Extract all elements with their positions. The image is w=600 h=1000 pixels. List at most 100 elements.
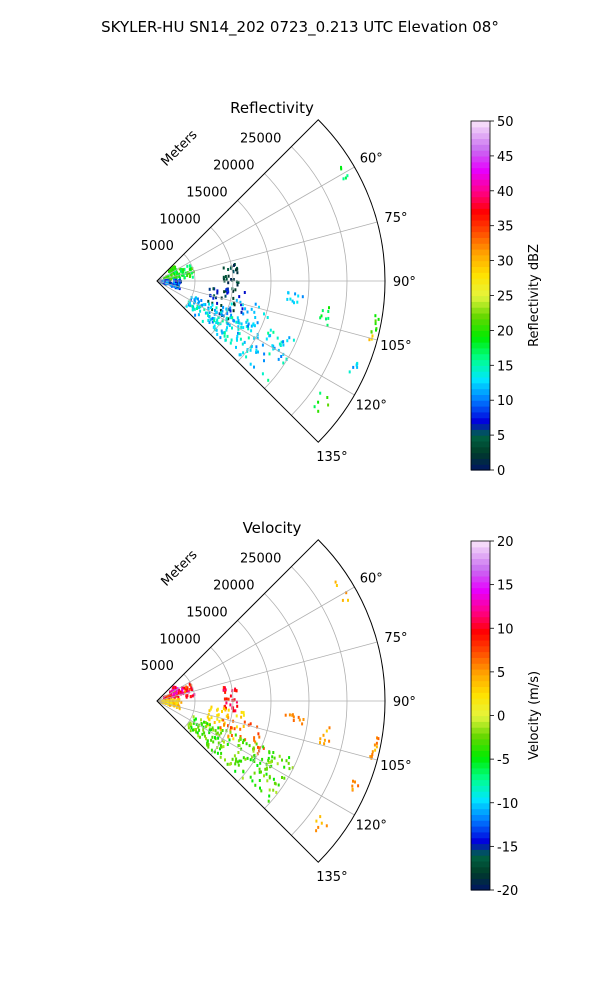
data-point [178, 278, 181, 282]
data-point [262, 745, 265, 749]
colorbar-segment [471, 727, 490, 734]
colorbar-segment [471, 831, 490, 839]
data-point [201, 303, 204, 307]
data-point [178, 267, 181, 271]
data-point [269, 334, 272, 338]
data-point [199, 309, 202, 313]
colorbar-segment [471, 634, 490, 641]
data-point [227, 697, 230, 701]
colorbar-segment [471, 458, 490, 465]
data-point [270, 764, 273, 768]
data-point [218, 312, 221, 316]
theta-tick-label: 75° [384, 211, 407, 226]
colorbar-segment [471, 657, 490, 664]
data-point [229, 694, 232, 698]
data-point [225, 706, 227, 710]
data-point [253, 736, 256, 740]
data-point [257, 732, 260, 736]
data-point [225, 277, 228, 281]
data-point [267, 799, 270, 803]
data-point [210, 306, 213, 309]
colorbar-segment [471, 855, 490, 862]
colorbar-segment [471, 435, 490, 442]
data-point [193, 718, 196, 722]
data-point [230, 302, 233, 306]
data-point [229, 309, 232, 313]
data-point [189, 695, 192, 699]
data-point [224, 688, 227, 692]
colorbar-tick-label: 15 [497, 359, 514, 374]
data-point [196, 731, 199, 735]
data-point [232, 296, 235, 300]
colorbar-segment [471, 144, 490, 151]
data-point [197, 313, 200, 317]
data-point [177, 703, 180, 707]
data-point [346, 174, 349, 178]
data-point [240, 303, 243, 307]
colorbar-segment [471, 272, 490, 279]
data-point [167, 281, 170, 285]
data-point [234, 759, 237, 763]
data-point [232, 278, 235, 281]
data-point [179, 690, 182, 694]
colorbar-segment [471, 785, 490, 792]
data-point [222, 745, 225, 749]
r-tick-label: 15000 [186, 605, 227, 620]
colorbar-segment [471, 750, 490, 757]
data-point [220, 304, 223, 307]
data-point [173, 702, 176, 706]
data-point [356, 365, 359, 369]
colorbar-segment [471, 248, 490, 256]
data-point [167, 694, 170, 698]
data-point [371, 334, 374, 338]
data-point [221, 319, 224, 323]
colorbar-segment [471, 599, 490, 606]
colorbar-segment [471, 639, 490, 647]
data-point [192, 721, 195, 725]
data-point [272, 347, 275, 351]
data-point [212, 325, 215, 329]
data-point [247, 336, 250, 340]
colorbar-tick-label: -5 [497, 753, 510, 768]
data-point [267, 331, 270, 335]
data-point [373, 743, 376, 747]
data-point [220, 311, 223, 315]
data-point [175, 689, 178, 693]
data-point [252, 322, 255, 326]
colorbar-segment [471, 231, 490, 238]
colorbar-segment [471, 365, 490, 372]
data-point [319, 316, 322, 320]
data-point [204, 311, 207, 315]
colorbar-segment [471, 866, 490, 874]
data-point [315, 829, 318, 833]
data-point [180, 267, 183, 271]
data-point [219, 728, 222, 731]
colorbar-segment [471, 645, 490, 653]
colorbar-segment [471, 604, 490, 612]
data-point [375, 328, 377, 332]
data-point [236, 704, 239, 708]
colorbar-segment [471, 132, 490, 140]
data-point [175, 273, 178, 277]
data-point [228, 324, 231, 327]
data-point [174, 280, 177, 283]
data-point [216, 751, 219, 755]
colorbar-tick-label: 0 [497, 710, 505, 725]
colorbar-tick-label: 35 [497, 220, 514, 235]
data-point [188, 682, 191, 686]
colorbar-segment [471, 703, 490, 711]
theta-gridline [156, 586, 355, 702]
data-point [226, 326, 228, 330]
data-point [325, 317, 327, 321]
colorbar-tick-label: 5 [497, 666, 505, 681]
data-point [325, 729, 328, 733]
data-point [185, 304, 188, 308]
data-point [242, 713, 245, 717]
data-point [247, 322, 250, 326]
data-point [317, 400, 320, 404]
data-point [231, 726, 233, 730]
data-point [253, 324, 256, 328]
data-point [215, 732, 218, 736]
data-point [263, 774, 265, 778]
data-point [170, 702, 173, 706]
